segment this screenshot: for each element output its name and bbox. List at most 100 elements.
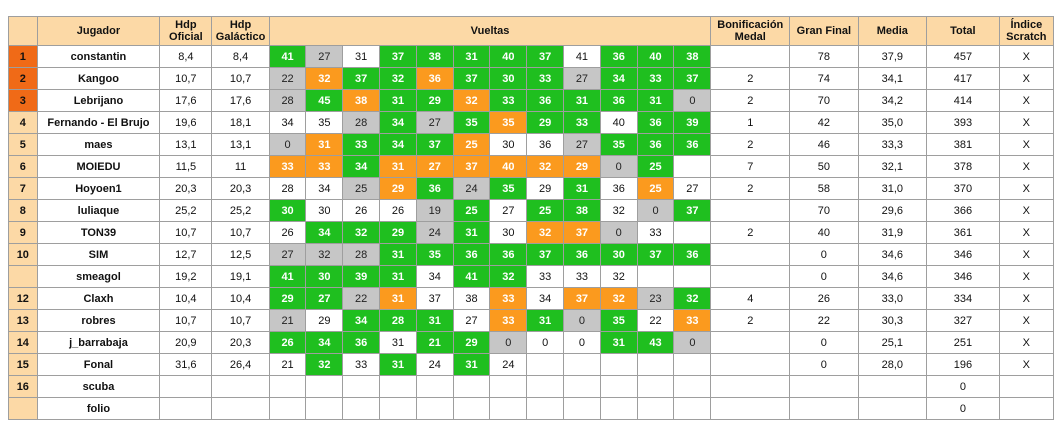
round-score-cell: 27 (415, 111, 454, 134)
header-hdp-oficial-line2: Oficial (169, 31, 203, 43)
round-score-cell: 35 (489, 177, 528, 200)
total-cell: 196 (926, 353, 1000, 376)
round-score-cell: 37 (342, 67, 381, 90)
round-score-cell: 31 (563, 177, 601, 200)
header-position (8, 16, 38, 46)
media-cell: 25,1 (857, 331, 928, 354)
round-score-cell: 32 (526, 221, 565, 244)
header-bonificacion-line1: Bonificación (717, 19, 784, 31)
round-score-cell: 0 (268, 133, 307, 156)
round-score-cell: 33 (563, 111, 601, 134)
round-score-cell: 30 (599, 243, 638, 266)
round-score-cell: 31 (526, 309, 565, 332)
round-score-cell (489, 375, 528, 398)
table-row: 4 Fernando - El Brujo 19,6 18,1 34 35 28 34 27 35… (8, 111, 1055, 134)
total-cell: 361 (926, 221, 1000, 244)
player-name: Fernando - El Brujo (36, 111, 161, 134)
table-row: 12 Claxh 10,4 10,4 29 27 22 31 37 38 33 34 37 32 23 32 4… (8, 287, 1055, 310)
round-score-cell (673, 397, 712, 420)
round-score-cell: 0 (599, 155, 638, 178)
round-score-cell: 40 (489, 45, 528, 68)
round-score-cell: 34 (305, 331, 344, 354)
round-score-cell: 27 (415, 155, 454, 178)
round-score-cell: 26 (268, 331, 307, 354)
round-score-cell: 27 (305, 45, 344, 68)
round-score-cell: 36 (452, 243, 491, 266)
indice-scratch-cell: X (998, 353, 1055, 376)
round-score-cell: 33 (526, 67, 565, 90)
round-score-cell: 32 (526, 155, 565, 178)
indice-scratch-cell: X (998, 155, 1055, 178)
hdp-galactico-cell: 8,4 (211, 45, 270, 68)
round-score-cell: 29 (526, 177, 565, 200)
indice-scratch-cell: X (998, 243, 1055, 266)
indice-scratch-cell (998, 397, 1055, 420)
round-score-cell: 41 (563, 45, 601, 68)
round-score-cell: 33 (636, 221, 675, 244)
round-score-cell: 34 (379, 133, 417, 156)
round-score-cell (342, 397, 381, 420)
total-cell: 370 (926, 177, 1000, 200)
gran-final-cell (789, 397, 859, 420)
round-score-cell: 31 (379, 287, 417, 310)
total-cell: 346 (926, 265, 1000, 288)
table-row: 7 Hoyoen1 20,3 20,3 28 34 25 29 36 24 35 29 31 36 25 27… (8, 177, 1055, 200)
round-score-cell: 30 (305, 199, 344, 222)
round-score-cell: 34 (305, 221, 344, 244)
round-score-cell: 32 (599, 265, 638, 288)
round-score-cell: 29 (305, 309, 344, 332)
position-cell (8, 265, 38, 288)
round-score-cell: 31 (636, 89, 675, 112)
round-score-cell (563, 397, 601, 420)
hdp-oficial-cell: 17,6 (159, 89, 213, 112)
total-cell: 251 (926, 331, 1000, 354)
round-score-cell: 37 (452, 155, 491, 178)
table-row: 10 SIM 12,7 12,5 27 32 28 31 35 36 36 37 36 30 37 36 0 34… (8, 243, 1055, 266)
hdp-galactico-cell: 18,1 (211, 111, 270, 134)
round-score-cell (636, 375, 675, 398)
round-score-cell: 29 (379, 221, 417, 244)
position-cell: 3 (8, 89, 38, 112)
bonificacion-cell: 2 (710, 221, 791, 244)
round-score-cell: 21 (268, 309, 307, 332)
round-score-cell: 24 (452, 177, 491, 200)
table-row: 6 MOIEDU 11,5 11 33 33 34 31 27 37 40 32 29 0 25 7 50 32,… (8, 155, 1055, 178)
round-score-cell: 26 (268, 221, 307, 244)
round-score-cell: 37 (526, 45, 565, 68)
round-score-cell: 40 (636, 45, 675, 68)
media-cell: 34,6 (857, 243, 928, 266)
total-cell: 417 (926, 67, 1000, 90)
round-score-cell (673, 155, 712, 178)
round-score-cell (452, 375, 491, 398)
position-cell: 12 (8, 287, 38, 310)
round-score-cell: 21 (268, 353, 307, 376)
gran-final-cell (789, 375, 859, 398)
round-score-cell: 36 (526, 89, 565, 112)
round-score-cell (599, 375, 638, 398)
total-cell: 393 (926, 111, 1000, 134)
header-hdp-galactico: Hdp Galáctico (211, 16, 270, 46)
round-score-cell: 35 (305, 111, 344, 134)
round-score-cell: 37 (452, 67, 491, 90)
bonificacion-cell (710, 353, 791, 376)
round-score-cell: 33 (342, 353, 381, 376)
round-score-cell: 28 (268, 177, 307, 200)
hdp-galactico-cell (211, 397, 270, 420)
table-row: folio 0 (8, 397, 1055, 420)
round-score-cell (673, 265, 712, 288)
round-score-cell: 41 (268, 45, 307, 68)
round-score-cell (673, 221, 712, 244)
gran-final-cell: 58 (789, 177, 859, 200)
header-hdp-galactico-line1: Hdp (229, 19, 252, 31)
round-score-cell: 32 (305, 353, 344, 376)
player-name: Claxh (36, 287, 161, 310)
round-score-cell (305, 375, 344, 398)
round-score-cell: 27 (452, 309, 491, 332)
player-name: Fonal (36, 353, 161, 376)
media-cell: 34,1 (857, 67, 928, 90)
round-score-cell: 32 (673, 287, 712, 310)
round-score-cell: 36 (599, 177, 638, 200)
round-score-cell: 36 (342, 331, 381, 354)
total-cell: 346 (926, 243, 1000, 266)
round-score-cell: 28 (379, 309, 417, 332)
